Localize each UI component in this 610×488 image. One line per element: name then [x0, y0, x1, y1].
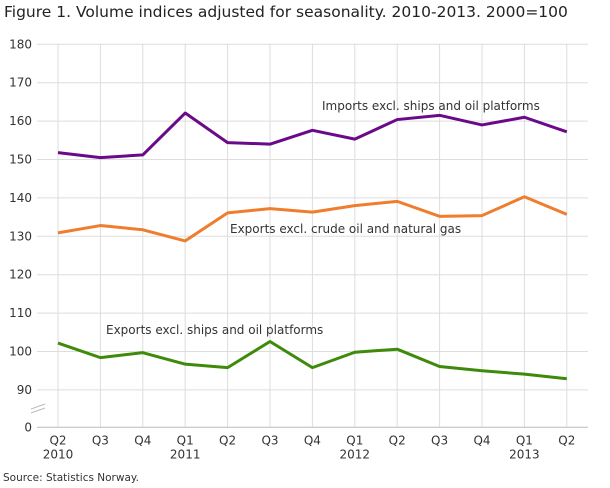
y-tick-label: 170: [9, 76, 32, 90]
y-tick-label: 90: [17, 383, 32, 397]
y-tick-label: 130: [9, 229, 32, 243]
y-tick-label: 0: [24, 420, 32, 434]
y-tick-label: 110: [9, 306, 32, 320]
y-tick-label: 140: [9, 191, 32, 205]
series-label: Exports excl. ships and oil platforms: [106, 323, 323, 337]
y-tick-label: 180: [9, 37, 32, 51]
x-tick-label: Q3: [431, 433, 448, 447]
x-tick-label: Q1: [177, 433, 194, 447]
x-tick-label: Q2: [49, 433, 66, 447]
y-tick-label: 160: [9, 114, 32, 128]
x-tick-label: Q2: [219, 433, 236, 447]
x-tick-year: 2010: [43, 447, 74, 461]
x-tick-year: 2013: [509, 447, 540, 461]
axis-break-mark: [30, 403, 46, 410]
y-tick-label: 150: [9, 153, 32, 167]
x-tick-year: 2011: [170, 447, 201, 461]
y-tick-label: 120: [9, 268, 32, 282]
x-tick-label: Q1: [516, 433, 533, 447]
series-label: Exports excl. crude oil and natural gas: [230, 222, 461, 236]
x-tick-label: Q4: [304, 433, 321, 447]
x-tick-label: Q2: [558, 433, 575, 447]
axis-break-mark: [30, 407, 46, 414]
y-tick-label: 100: [9, 345, 32, 359]
x-tick-year: 2012: [340, 447, 371, 461]
x-tick-label: Q2: [389, 433, 406, 447]
chart-source: Source: Statistics Norway.: [3, 472, 139, 484]
x-tick-label: Q1: [346, 433, 363, 447]
x-tick-label: Q3: [92, 433, 109, 447]
series-label: Imports excl. ships and oil platforms: [322, 99, 540, 113]
x-tick-label: Q4: [473, 433, 490, 447]
chart-title: Figure 1. Volume indices adjusted for se…: [4, 3, 568, 21]
x-tick-label: Q4: [134, 433, 151, 447]
x-tick-label: Q3: [261, 433, 278, 447]
